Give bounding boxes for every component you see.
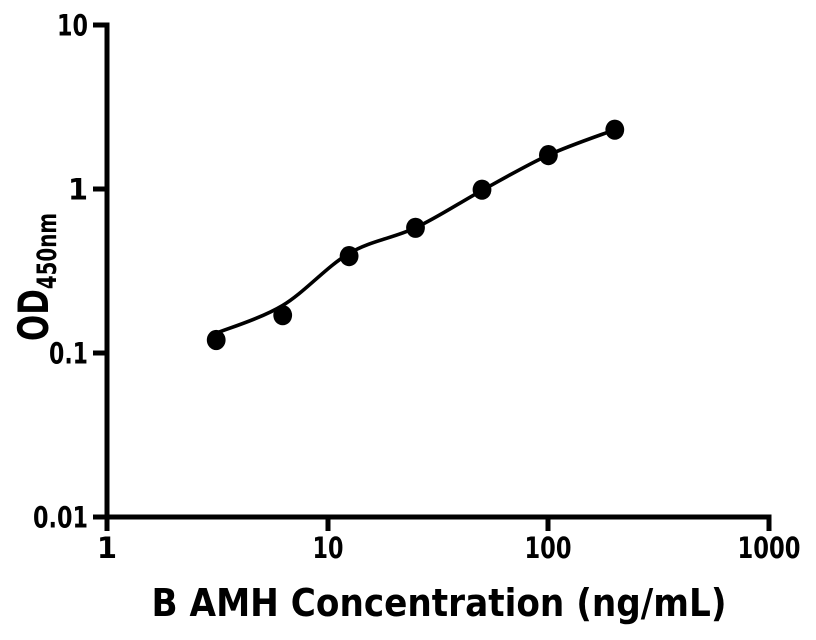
data-point [472,179,492,200]
y-tick-labels: 10 1 0.1 0.01 [33,9,88,535]
y-tick-label-0_01: 0.01 [33,501,88,535]
x-axis-title: B AMH Concentration (ng/mL) [152,581,727,625]
y-tick-label-0_1: 0.1 [49,337,88,371]
y-axis-title-main: OD [9,289,58,341]
data-point [273,305,293,326]
y-axis-title-subscript: 450nm [32,213,63,289]
x-tick-label-1000: 1000 [738,531,801,565]
x-tick-label-10: 10 [313,531,344,565]
y-axis-title: OD450nm [9,213,63,341]
y-tick-label-1: 1 [68,173,88,207]
data-point [206,329,226,351]
data-point [605,119,625,140]
y-tick-label-10: 10 [57,9,88,43]
data-point [406,217,425,238]
x-tick-labels: 1 10 100 1000 [97,531,801,565]
data-point [339,246,359,267]
x-axis-ticks [104,517,772,531]
data-point [539,145,558,166]
data-points [206,119,625,351]
x-tick-label-1: 1 [97,531,117,565]
x-tick-label-100: 100 [525,531,572,565]
